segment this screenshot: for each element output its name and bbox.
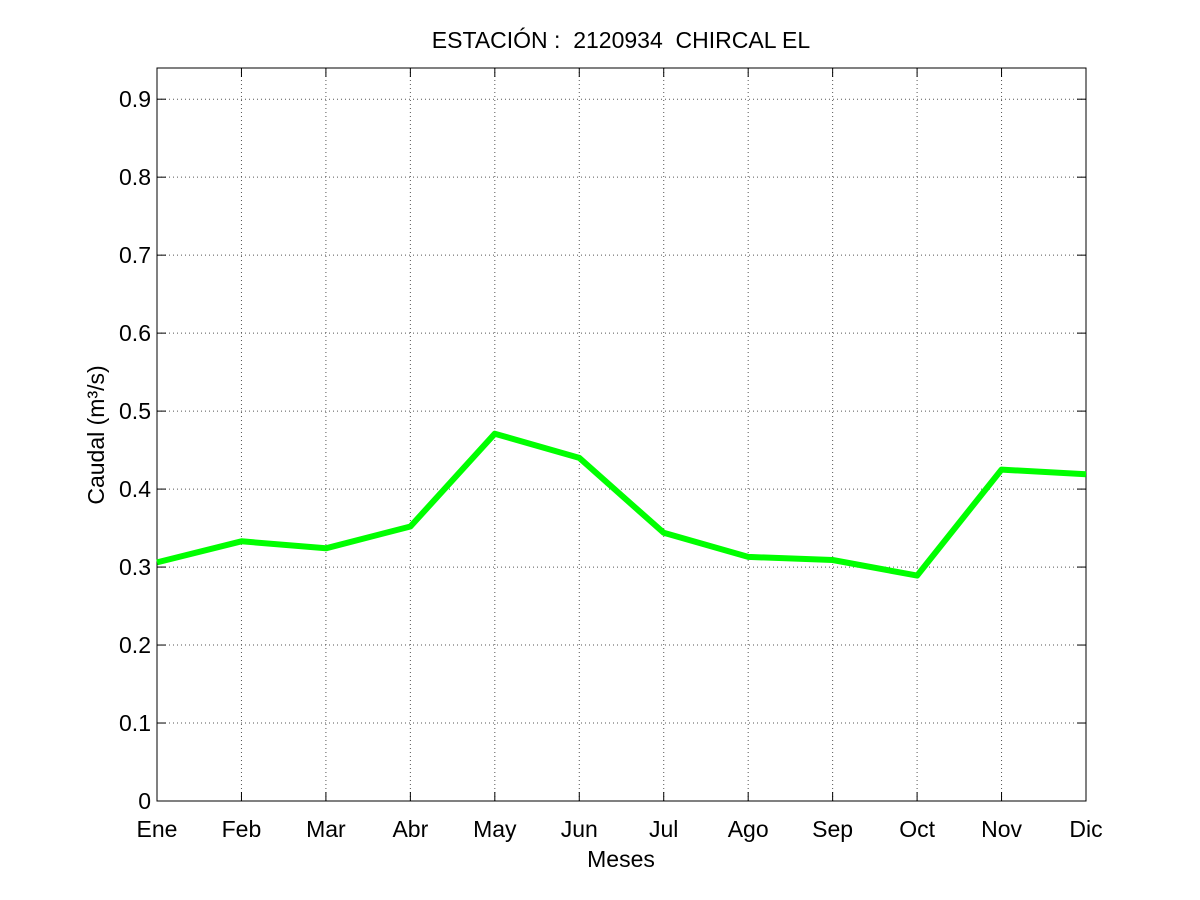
y-tick-label: 0.6: [119, 320, 151, 346]
x-tick-label: Dic: [1069, 816, 1102, 842]
grid: [157, 68, 1086, 801]
plot-frame: [156, 67, 1087, 802]
data-point: [917, 575, 918, 576]
x-tick-label: Jul: [649, 816, 678, 842]
data-point: [832, 560, 833, 561]
data-point: [325, 548, 326, 549]
data-point: [1086, 474, 1087, 475]
series-line: [156, 430, 1087, 579]
data-point: [494, 433, 495, 434]
y-tick-label: 0.5: [119, 398, 151, 424]
data-point: [157, 562, 158, 563]
y-tick-label: 0.7: [119, 242, 151, 268]
x-tick-labels: Ene Feb Mar Abr May Jun Jul Ago Sep Oct Nov Dic: [137, 816, 1103, 842]
data-point: [579, 457, 580, 458]
x-tick-label: Ene: [137, 816, 178, 842]
x-tick-label: Jun: [561, 816, 598, 842]
y-tick-label: 0.9: [119, 86, 151, 112]
y-tick-label: 0.3: [119, 554, 151, 580]
data-point: [663, 532, 664, 533]
x-tick-label: Sep: [812, 816, 853, 842]
x-tick-label: Ago: [728, 816, 769, 842]
series-layer: [156, 430, 1087, 579]
chart-title: ESTACIÓN : 2120934 CHIRCAL EL: [432, 27, 811, 53]
y-tick-label: 0: [138, 788, 151, 814]
y-tick-label: 0.1: [119, 710, 151, 736]
data-point: [410, 526, 411, 527]
x-tick-label: Mar: [306, 816, 346, 842]
x-tick-label: Feb: [222, 816, 262, 842]
data-point: [748, 556, 749, 557]
x-axis-label: Meses: [587, 846, 655, 872]
axes: [156, 67, 1087, 802]
y-tick-label: 0.2: [119, 632, 151, 658]
y-tick-label: 0.8: [119, 164, 151, 190]
data-point: [1001, 469, 1002, 470]
y-tick-label: 0.4: [119, 476, 151, 502]
x-tick-label: Abr: [392, 816, 428, 842]
y-tick-labels: 0 0.1 0.2 0.3 0.4 0.5 0.6 0.7 0.8 0.9: [119, 86, 151, 814]
x-tick-label: Nov: [981, 816, 1022, 842]
data-point: [241, 541, 242, 542]
y-axis-label: Caudal (m³/s): [83, 365, 109, 504]
x-tick-label: May: [473, 816, 517, 842]
x-tick-label: Oct: [899, 816, 935, 842]
